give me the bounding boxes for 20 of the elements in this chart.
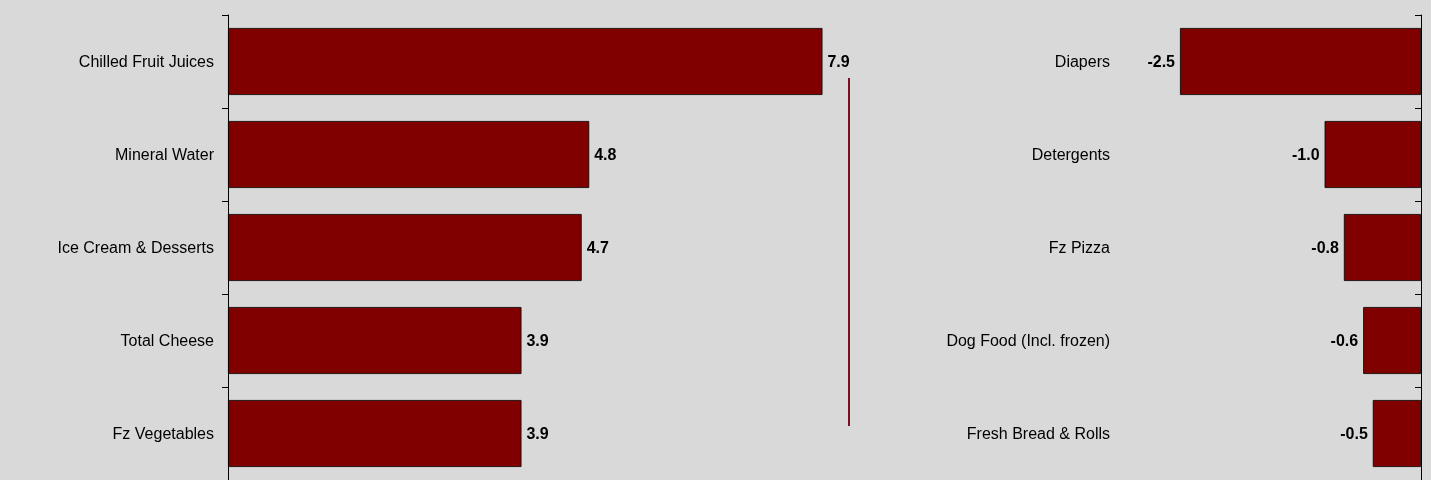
data-label: 3.9 — [526, 332, 549, 349]
data-label: -0.6 — [1330, 332, 1359, 349]
y-tick-label: Fz Pizza — [1048, 239, 1111, 256]
data-label: 4.8 — [594, 146, 617, 163]
data-label: 3.9 — [526, 425, 549, 442]
data-label: 4.7 — [586, 239, 610, 256]
data-label: 7.9 — [827, 53, 850, 70]
y-tick-label: Mineral Water — [115, 146, 215, 163]
y-tick-label: Detergents — [1031, 146, 1110, 163]
y-tick-label: Chilled Fruit Juices — [78, 53, 214, 70]
y-tick-label: Total Cheese — [120, 332, 215, 349]
data-label: -0.5 — [1340, 425, 1368, 442]
y-tick-label: Ice Cream & Desserts — [57, 239, 214, 256]
y-tick-label: Diapers — [1054, 53, 1110, 70]
data-label: -0.8 — [1311, 239, 1339, 256]
y-tick-label: Fz Vegetables — [112, 425, 214, 442]
data-label: -2.5 — [1147, 53, 1176, 70]
y-tick-label: Fresh Bread & Rolls — [966, 425, 1110, 442]
data-label: -1.0 — [1292, 146, 1320, 163]
y-tick-label: Dog Food (Incl. frozen) — [946, 332, 1110, 349]
